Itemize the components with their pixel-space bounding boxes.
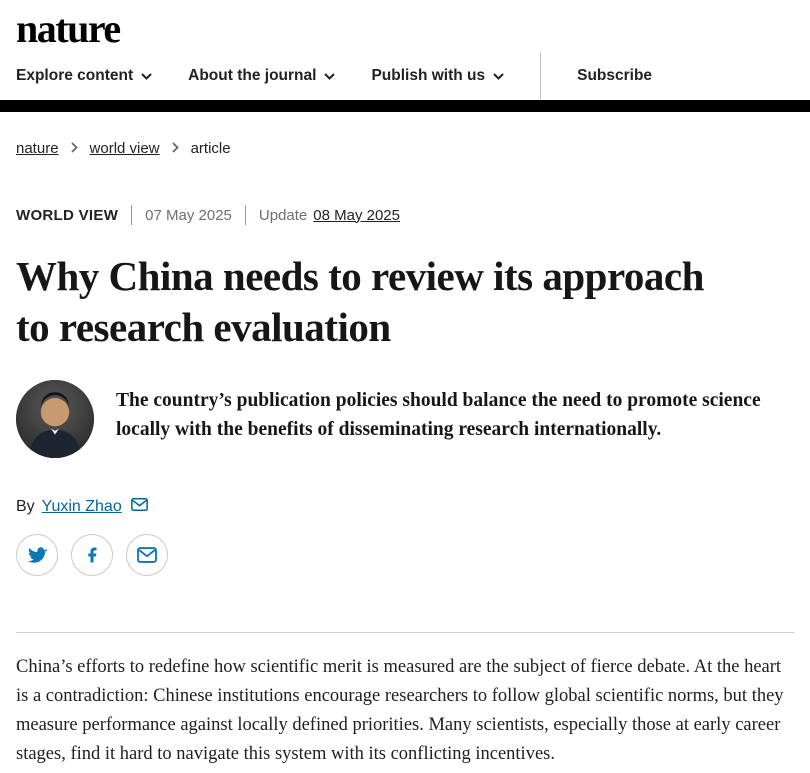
chevron-right-icon bbox=[70, 140, 78, 157]
nav-divider bbox=[540, 52, 542, 100]
header-rule bbox=[0, 100, 810, 112]
article-page: nature world view article WORLD VIEW 07 … bbox=[0, 140, 810, 769]
nav-item-label: About the journal bbox=[188, 67, 317, 84]
nav-subscribe[interactable]: Subscribe bbox=[577, 67, 652, 85]
article-kicker: WORLD VIEW bbox=[16, 206, 119, 224]
nav-publish-with-us[interactable]: Publish with us bbox=[371, 67, 504, 85]
nav-item-label: Publish with us bbox=[371, 67, 486, 84]
email-share-button[interactable] bbox=[126, 533, 168, 576]
byline: By Yuxin Zhao bbox=[16, 497, 794, 516]
breadcrumb: nature world view article bbox=[16, 140, 794, 157]
chevron-down-icon bbox=[493, 67, 504, 85]
twitter-icon bbox=[27, 546, 47, 563]
main-nav: Explore content About the journal Publis… bbox=[0, 52, 810, 100]
content-divider bbox=[16, 631, 794, 633]
envelope-icon bbox=[137, 546, 157, 563]
author-avatar bbox=[16, 379, 94, 458]
site-header: nature bbox=[0, 0, 810, 52]
article-title: Why China needs to review its approach t… bbox=[16, 253, 704, 351]
article-meta: WORLD VIEW 07 May 2025 Update 08 May 202… bbox=[16, 205, 794, 225]
chevron-down-icon bbox=[324, 67, 336, 85]
article-standfirst: The country’s publication policies shoul… bbox=[116, 389, 761, 440]
author-link[interactable]: Yuxin Zhao bbox=[41, 497, 122, 515]
nature-logo[interactable]: nature bbox=[16, 6, 121, 51]
envelope-icon[interactable] bbox=[130, 497, 148, 516]
meta-divider bbox=[244, 205, 246, 225]
chevron-right-icon bbox=[171, 140, 179, 157]
social-share-row bbox=[16, 533, 794, 576]
byline-prefix: By bbox=[16, 497, 35, 515]
author-portrait-graphic bbox=[16, 379, 94, 458]
breadcrumb-nature[interactable]: nature bbox=[16, 140, 59, 157]
nav-about-the-journal[interactable]: About the journal bbox=[188, 67, 336, 85]
nav-item-label: Subscribe bbox=[577, 67, 653, 84]
update-date-link[interactable]: 08 May 2025 bbox=[313, 206, 400, 224]
nav-item-label: Explore content bbox=[16, 67, 134, 84]
chevron-down-icon bbox=[141, 67, 152, 85]
article-paragraph: China’s efforts to redefine how scientif… bbox=[16, 656, 784, 764]
breadcrumb-article: article bbox=[190, 140, 231, 157]
update-label: Update bbox=[258, 206, 308, 224]
standfirst-row: The country’s publication policies shoul… bbox=[16, 379, 794, 458]
publish-date: 07 May 2025 bbox=[145, 206, 232, 224]
facebook-icon bbox=[83, 546, 101, 564]
breadcrumb-world-view[interactable]: world view bbox=[89, 140, 160, 157]
facebook-share-button[interactable] bbox=[71, 533, 113, 576]
twitter-share-button[interactable] bbox=[16, 533, 58, 576]
nav-explore-content[interactable]: Explore content bbox=[16, 67, 152, 85]
meta-divider bbox=[131, 205, 133, 225]
